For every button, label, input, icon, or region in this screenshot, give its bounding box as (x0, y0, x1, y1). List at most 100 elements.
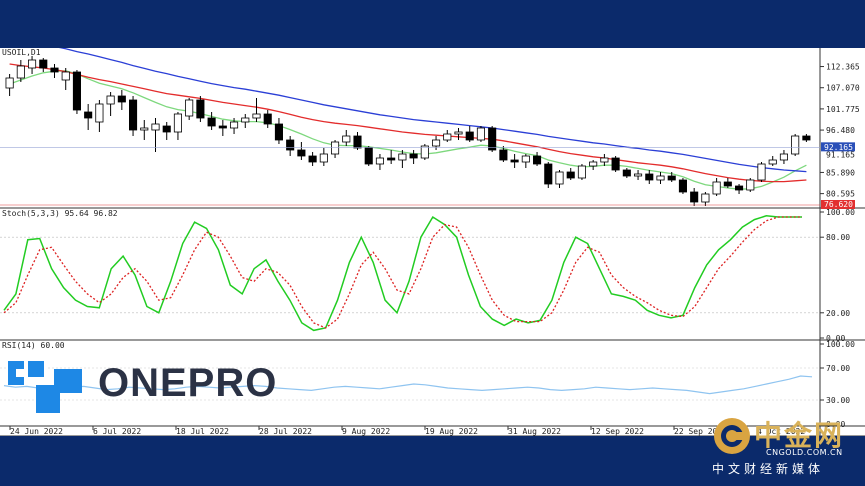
price-tick-label: 112.365 (826, 63, 860, 72)
candle-bear (510, 159, 519, 163)
cngold-watermark: 中金网 CNGOLD.COM.CN 中文财经新媒体 (710, 414, 860, 484)
candle-bull (5, 77, 14, 89)
candle-bear (286, 139, 295, 151)
candle-bear (533, 155, 542, 165)
candle-bull (140, 127, 149, 131)
candle-bull (768, 159, 777, 165)
stoch-tick-label: 0.00 (826, 334, 845, 343)
rsi-pane: 100.00 70.00 30.00 0.00 (0, 340, 855, 429)
candle-bear (735, 185, 744, 191)
candle-bear (364, 147, 373, 165)
candle-bull (151, 123, 160, 131)
stoch-label: Stoch(5,3,3) 95.64 96.82 (2, 209, 118, 218)
x-tick-label: 12 Sep 2022 (591, 427, 644, 436)
onepro-logo-mark (6, 355, 82, 413)
current-price-badge (821, 142, 855, 152)
candle-bull (521, 155, 530, 163)
stoch-tick-label: 80.00 (826, 233, 850, 242)
candle-bull (342, 135, 351, 143)
candle-bull (420, 145, 429, 159)
chart-frame: 112.365 107.070 101.775 96.480 85.890 80.595 9… (0, 48, 865, 436)
candle-bull (454, 131, 463, 135)
candle-bear (129, 99, 138, 131)
candle-bear (353, 135, 362, 149)
candle-bear (162, 125, 171, 133)
candle-bear (802, 135, 811, 141)
candle-bear (196, 99, 205, 119)
rsi-tick-label: 0.00 (826, 420, 845, 429)
cngold-domain: CNGOLD.COM.CN (766, 448, 843, 457)
candle-bear (117, 95, 126, 103)
price-pane: 112.365 107.070 101.775 96.480 85.890 80.595 9… (0, 48, 860, 209)
ma-red-line (9, 63, 807, 183)
rsi-label: RSI(14) 60.00 (2, 341, 65, 350)
price-tick-label: 85.890 (826, 168, 855, 177)
candle-bull (398, 153, 407, 161)
cngold-tagline: 中文财经新媒体 (712, 462, 825, 476)
rsi-line (3, 375, 813, 395)
candle-bear (207, 117, 216, 127)
x-tick-label: 4 Oct 2022 (757, 427, 805, 436)
candle-bull (757, 163, 766, 181)
rsi-tick-label: 100.00 (826, 340, 855, 349)
candle-bear (544, 163, 553, 185)
candle-bear (723, 181, 732, 187)
price-tick-label: 101.775 (826, 105, 860, 114)
candle-bear (667, 175, 676, 181)
candle-bull (252, 113, 261, 119)
onepro-logo: ONEPRO (6, 355, 276, 419)
x-tick-label: 22 Sep 2022 (674, 427, 727, 436)
cngold-brand: 中金网 (754, 419, 845, 452)
candle-bear (499, 149, 508, 161)
x-axis: 24 Jun 2022 6 Jul 2022 18 Jul 2022 28 Jul 2… (9, 426, 805, 436)
chart-svg: 112.365 107.070 101.775 96.480 85.890 80.595 9… (0, 48, 865, 436)
candle-bull (173, 113, 182, 133)
candle-bull (600, 157, 609, 163)
price-tick-label: 96.480 (826, 126, 855, 135)
candle-bull (791, 135, 800, 155)
candle-bear (50, 67, 59, 73)
candle-bear (218, 125, 227, 129)
candle-bear (72, 71, 81, 111)
x-tick-label: 19 Aug 2022 (425, 427, 478, 436)
cngold-emblem-icon (714, 418, 750, 454)
candle-bear (308, 155, 317, 163)
candle-bull (577, 165, 586, 179)
candle-bear (387, 157, 396, 161)
x-tick-label: 24 Jun 2022 (10, 427, 63, 436)
stoch-tick-label: 100.00 (826, 208, 855, 217)
candle-bull (701, 193, 710, 203)
candle-bull (375, 157, 384, 165)
candle-bull (779, 153, 788, 161)
candle-bear (274, 123, 283, 141)
stoch-d-line (3, 216, 802, 329)
candle-bear (645, 173, 654, 181)
candle-bull (331, 141, 340, 155)
candle-bull (28, 59, 37, 69)
onepro-logo-text: ONEPRO (98, 361, 278, 405)
candle-bear (465, 131, 474, 141)
plot-borders (0, 48, 865, 436)
x-tick-label: 28 Jul 2022 (259, 427, 312, 436)
candle-bull (555, 171, 564, 185)
candle-bull (319, 153, 328, 163)
candle-bear (39, 59, 48, 69)
rsi-tick-label: 70.00 (826, 364, 850, 373)
x-tick-label: 18 Jul 2022 (176, 427, 229, 436)
candle-bull (16, 65, 25, 79)
stoch-tick-label: 20.00 (826, 309, 850, 318)
candle-bear (678, 179, 687, 193)
candle-bull (476, 127, 485, 141)
x-tick-label: 9 Aug 2022 (342, 427, 390, 436)
candle-bear (566, 171, 575, 179)
candle-bear (690, 191, 699, 203)
candle-bull (106, 95, 115, 105)
candle-bull (443, 133, 452, 141)
candle-bull (432, 139, 441, 147)
current-price-text: 92.165 (824, 143, 853, 152)
candle-bear (611, 157, 620, 171)
candle-bull (589, 161, 598, 167)
x-tick-label: 6 Jul 2022 (93, 427, 141, 436)
candle-bull (61, 71, 70, 81)
rsi-tick-label: 30.00 (826, 396, 850, 405)
